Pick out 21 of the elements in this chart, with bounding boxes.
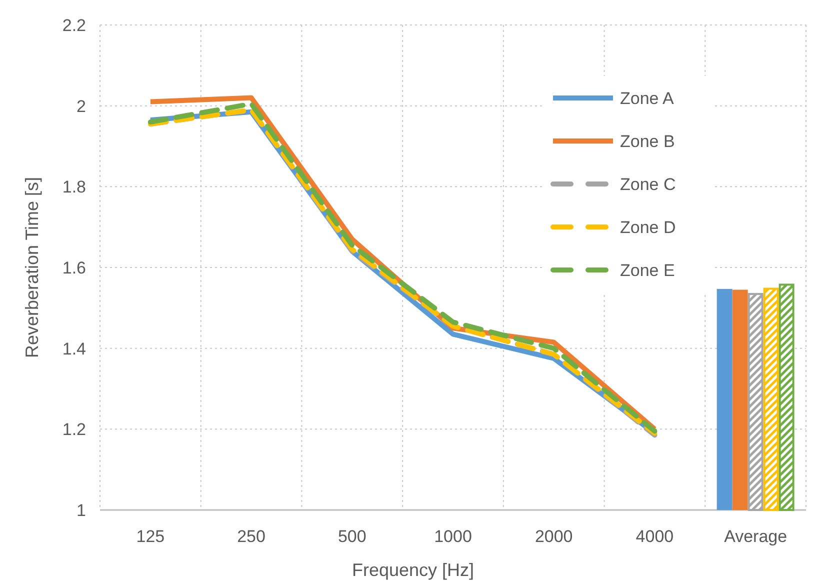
y-tick-label: 1.4 — [62, 339, 86, 358]
y-tick-label: 1.6 — [62, 258, 86, 278]
y-tick-label: 2.2 — [62, 16, 86, 35]
y-tick-label: 2 — [76, 96, 86, 116]
legend-label: Zone A — [620, 88, 675, 108]
legend-label: Zone C — [620, 174, 676, 194]
y-tick-label: 1.8 — [62, 178, 86, 197]
x-tick-label: 1000 — [434, 527, 472, 546]
legend-label: Zone E — [620, 260, 675, 280]
x-tick-label: 250 — [237, 527, 266, 546]
y-tick-label: 1.2 — [62, 420, 86, 440]
x-tick-label: 125 — [136, 527, 165, 546]
legend-label: Zone D — [620, 218, 676, 237]
x-tick-label: 500 — [338, 527, 366, 546]
y-tick-label: 1 — [76, 500, 86, 520]
legend-label: Zone B — [620, 132, 675, 151]
x-tick-label: 4000 — [636, 527, 674, 546]
x-tick-label: 2000 — [534, 527, 573, 546]
x-tick-label: Average — [724, 527, 788, 546]
x-axis-title: Frequency [Hz] — [352, 560, 474, 580]
y-axis-title: Reverberation Time [s] — [22, 176, 42, 358]
